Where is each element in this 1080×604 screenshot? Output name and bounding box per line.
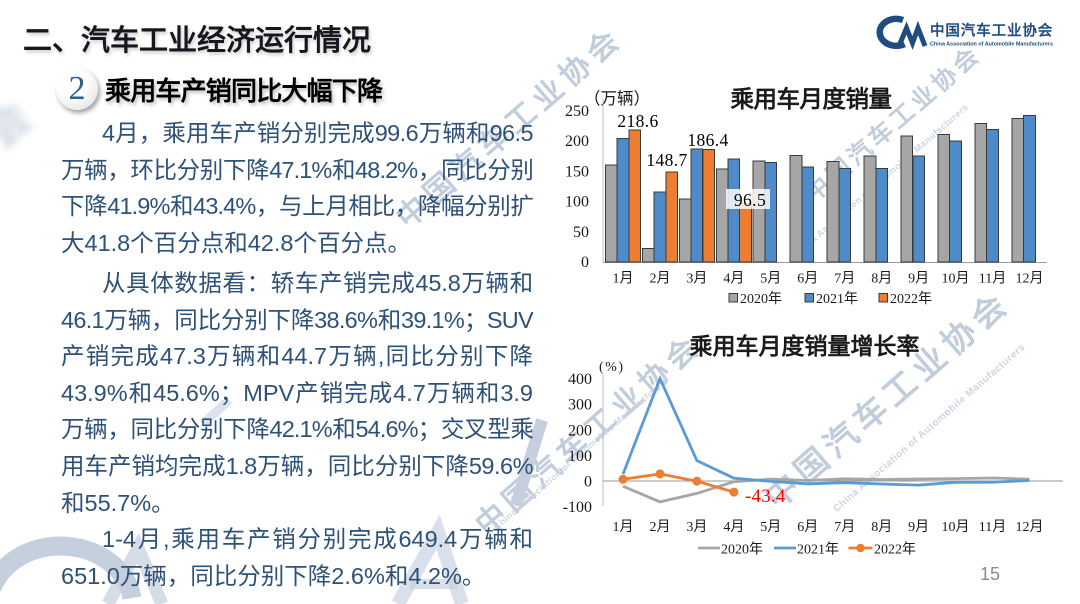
svg-text:9月: 9月 bbox=[908, 519, 929, 535]
svg-text:2020年: 2020年 bbox=[721, 542, 763, 558]
svg-text:0: 0 bbox=[584, 474, 592, 491]
svg-text:China Association of Automobil: China Association of Automobile Manufact… bbox=[930, 42, 1053, 48]
svg-text:96.5: 96.5 bbox=[734, 190, 766, 210]
svg-text:148.7: 148.7 bbox=[646, 150, 687, 170]
svg-text:5月: 5月 bbox=[760, 271, 781, 287]
svg-text:0: 0 bbox=[581, 254, 589, 271]
svg-text:4月: 4月 bbox=[723, 519, 744, 535]
svg-text:400: 400 bbox=[568, 371, 592, 388]
svg-text:250: 250 bbox=[565, 103, 589, 120]
svg-text:-43.4: -43.4 bbox=[745, 486, 786, 507]
svg-text:8月: 8月 bbox=[871, 519, 892, 535]
svg-text:186.4: 186.4 bbox=[687, 130, 728, 150]
svg-text:100: 100 bbox=[565, 194, 589, 211]
svg-text:12月: 12月 bbox=[1016, 519, 1044, 535]
svg-text:50: 50 bbox=[573, 224, 589, 241]
svg-text:8月: 8月 bbox=[871, 271, 892, 287]
svg-text:2021年: 2021年 bbox=[816, 291, 858, 307]
svg-text:10月: 10月 bbox=[942, 271, 970, 287]
svg-text:-100: -100 bbox=[563, 499, 592, 516]
svg-text:12月: 12月 bbox=[1016, 271, 1044, 287]
svg-text:(%): (%) bbox=[599, 360, 625, 375]
svg-text:1月: 1月 bbox=[613, 519, 634, 535]
svg-text:7月: 7月 bbox=[834, 519, 855, 535]
svg-text:9月: 9月 bbox=[908, 271, 929, 287]
svg-text:2月: 2月 bbox=[650, 519, 671, 535]
svg-text:11月: 11月 bbox=[979, 271, 1006, 287]
svg-text:10月: 10月 bbox=[942, 519, 970, 535]
svg-text:218.6: 218.6 bbox=[617, 111, 658, 131]
svg-text:2月: 2月 bbox=[650, 271, 671, 287]
svg-text:2021年: 2021年 bbox=[797, 542, 839, 558]
svg-text:1月: 1月 bbox=[613, 271, 634, 287]
svg-text:200: 200 bbox=[568, 422, 592, 439]
svg-text:2020年: 2020年 bbox=[740, 291, 782, 307]
svg-text:中国汽车工业协会: 中国汽车工业协会 bbox=[930, 21, 1053, 39]
svg-text:7月: 7月 bbox=[834, 271, 855, 287]
svg-text:200: 200 bbox=[565, 133, 589, 150]
svg-text:2022年: 2022年 bbox=[874, 542, 916, 558]
svg-text:4月: 4月 bbox=[723, 271, 744, 287]
svg-text:3月: 3月 bbox=[686, 519, 707, 535]
svg-text:100: 100 bbox=[568, 448, 592, 465]
svg-text:（万辆）: （万辆） bbox=[584, 89, 650, 108]
svg-text:2022年: 2022年 bbox=[890, 291, 932, 307]
svg-text:300: 300 bbox=[568, 397, 592, 414]
svg-text:11月: 11月 bbox=[979, 519, 1006, 535]
svg-text:3月: 3月 bbox=[686, 271, 707, 287]
svg-text:6月: 6月 bbox=[797, 519, 818, 535]
svg-text:5月: 5月 bbox=[760, 519, 781, 535]
svg-text:150: 150 bbox=[565, 163, 589, 180]
svg-text:6月: 6月 bbox=[797, 271, 818, 287]
svg-text:乘用车月度销量: 乘用车月度销量 bbox=[731, 85, 892, 113]
svg-text:乘用车月度销量增长率: 乘用车月度销量增长率 bbox=[689, 333, 920, 359]
